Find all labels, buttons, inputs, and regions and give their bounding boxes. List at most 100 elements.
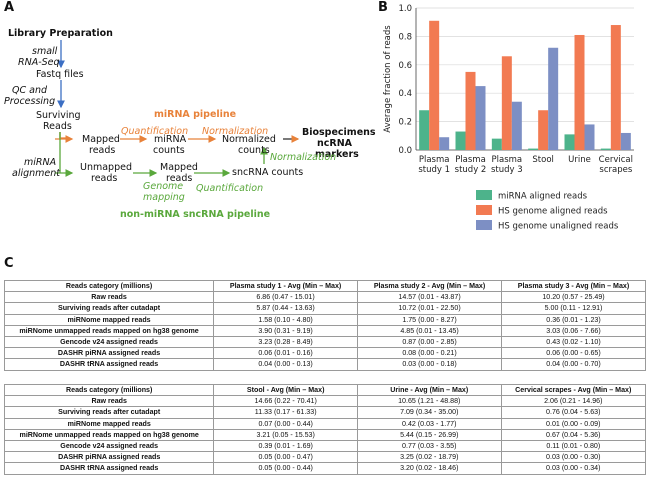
quantification-label: Quantification — [121, 126, 189, 137]
x-tick-label: Cervical — [599, 155, 633, 165]
panel-b-label: B — [378, 0, 388, 15]
row-category-cell: miRNome mapped reads — [3, 417, 215, 430]
value-cell: 3.03 (0.06 - 7.66) — [501, 324, 646, 337]
row-category-cell: miRNome mapped reads — [3, 313, 215, 326]
table-row: miRNome unmapped reads mapped on hg38 ge… — [3, 428, 647, 441]
normalization-label: Normalization — [202, 126, 269, 137]
x-tick-label: Plasma — [492, 155, 523, 165]
legend-swatch — [476, 220, 492, 230]
header-col-2: Urine - Avg (Min – Max) — [356, 383, 502, 397]
genome-label-2: mapping — [143, 192, 185, 203]
value-cell: 1.58 (0.10 - 4.80) — [213, 313, 359, 326]
header-col-1: Plasma study 1 - Avg (Min – Max) — [213, 279, 359, 293]
fastq-node: Fastq files — [36, 69, 84, 80]
legend-label: miRNA aligned reads — [498, 192, 588, 202]
value-cell: 0.03 (0.00 - 0.34) — [500, 462, 647, 475]
row-category-cell: DASHR tRNA assigned reads — [3, 358, 215, 371]
value-cell: 0.05 (0.00 - 0.44) — [213, 462, 358, 475]
value-cell: 2.06 (0.21 - 14.96) — [500, 395, 647, 408]
value-cell: 0.76 (0.04 - 5.63) — [500, 406, 647, 419]
value-cell: 0.04 (0.00 - 0.70) — [501, 358, 646, 371]
table-row: DASHR tRNA assigned reads 0.05 (0.00 - 0.… — [3, 462, 647, 475]
small-label: small — [32, 46, 58, 57]
mapped2-node-1: Mapped — [160, 162, 198, 173]
biospecimens-node-1: Biospecimens — [302, 127, 376, 138]
bar-1-2 — [501, 56, 512, 150]
header-col-3: Cervical scrapes - Avg (Min – Max) — [500, 383, 647, 397]
value-cell: 0.77 (0.03 - 3.55) — [356, 439, 502, 453]
non-mirna-pipeline-title: non-miRNA sncRNA pipeline — [120, 209, 271, 220]
normalized-node-2: counts — [238, 145, 270, 156]
panel-c-label: C — [4, 256, 14, 271]
mirna-align-label-1: miRNA — [24, 157, 57, 168]
bar-2-3 — [548, 47, 559, 151]
bar-1-4 — [574, 34, 585, 151]
value-cell: 5.87 (0.44 - 13.63) — [213, 302, 359, 315]
table-row: DASHR piRNA assigned reads 0.06 (0.01 - 0… — [3, 347, 646, 360]
unmapped-node-1: Unmapped — [80, 162, 132, 173]
header-col-3: Plasma study 3 - Avg (Min – Max) — [501, 279, 646, 293]
x-tick-label: Plasma — [419, 155, 450, 165]
legend-label: HS genome unaligned reads — [498, 222, 619, 232]
value-cell: 7.09 (0.34 - 35.00) — [356, 406, 502, 419]
bar-2-4 — [584, 124, 595, 150]
bar-0-0 — [419, 110, 430, 150]
row-category-cell: Gencode v24 assigned reads — [3, 335, 215, 349]
value-cell: 0.05 (0.00 - 0.47) — [213, 451, 358, 464]
header-col-2: Plasma study 2 - Avg (Min – Max) — [357, 279, 503, 293]
value-cell: 0.67 (0.04 - 5.36) — [500, 428, 647, 441]
bar-2-1 — [475, 86, 486, 150]
surviving-node: Surviving — [36, 110, 81, 121]
value-cell: 0.04 (0.00 - 0.13) — [213, 358, 359, 371]
value-cell: 0.11 (0.01 - 0.80) — [500, 439, 647, 453]
value-cell: 3.21 (0.05 - 15.53) — [213, 428, 358, 441]
y-tick-label: 1.0 — [398, 4, 412, 14]
value-cell: 5.44 (0.15 - 26.99) — [356, 428, 502, 441]
bar-0-3 — [528, 148, 539, 150]
value-cell: 4.85 (0.01 - 13.45) — [357, 324, 503, 337]
value-cell: 0.08 (0.00 - 0.21) — [357, 347, 503, 360]
table-header-row: Reads category (millions) Stool - Avg (M… — [3, 383, 647, 397]
normalization2-label: Normalization — [270, 152, 337, 163]
y-tick-label: 0.0 — [398, 146, 412, 156]
value-cell: 3.20 (0.02 - 18.46) — [356, 462, 502, 475]
mirna-pipeline-title: miRNA pipeline — [154, 109, 237, 120]
row-category-cell: DASHR piRNA assigned reads — [3, 451, 215, 464]
table-row: Gencode v24 assigned reads 3.23 (0.28 - 8… — [3, 335, 646, 349]
bar-1-3 — [538, 110, 549, 150]
row-category-cell: DASHR tRNA assigned reads — [3, 462, 215, 475]
bar-0-5 — [600, 148, 611, 150]
genome-label-1: Genome — [143, 181, 184, 192]
table-row: Raw reads 6.86 (0.47 - 15.01) 14.57 (0.01 … — [3, 291, 646, 304]
table-row: Surviving reads after cutadapt 5.87 (0.44… — [3, 302, 646, 315]
bar-2-0 — [439, 137, 450, 150]
table-row: miRNome mapped reads 0.07 (0.00 - 0.44) 0.… — [3, 417, 647, 430]
value-cell: 0.01 (0.00 - 0.09) — [500, 417, 647, 430]
mirna-counts-node-2: counts — [153, 145, 185, 156]
reads-table-plasma: Reads category (millions) Plasma study 1… — [3, 279, 646, 371]
workflow-arrows — [55, 40, 300, 177]
value-cell: 10.72 (0.01 - 22.50) — [357, 302, 503, 315]
legend-swatch — [476, 205, 492, 215]
x-tick-label: Urine — [568, 155, 591, 165]
legend-label: HS genome aligned reads — [498, 207, 608, 217]
row-category-cell: Gencode v24 assigned reads — [3, 439, 215, 453]
value-cell: 6.86 (0.47 - 15.01) — [213, 291, 359, 304]
y-tick-label: 0.4 — [398, 89, 412, 99]
y-axis-label: Average fraction of reads — [383, 25, 393, 133]
value-cell: 0.36 (0.01 - 1.23) — [501, 313, 646, 326]
bar-2-2 — [511, 101, 522, 150]
table-header-row: Reads category (millions) Plasma study 1… — [3, 279, 646, 293]
bar-chart: 0.0 0.2 0.4 0.6 0.8 1.0 Average fraction of re… — [383, 4, 634, 232]
header-category: Reads category (millions) — [3, 383, 215, 397]
value-cell: 3.23 (0.28 - 8.49) — [213, 335, 359, 349]
value-cell: 10.20 (0.57 - 25.49) — [501, 291, 646, 304]
value-cell: 14.66 (0.22 - 70.41) — [213, 395, 358, 408]
value-cell: 11.33 (0.17 - 61.33) — [213, 406, 358, 419]
value-cell: 0.06 (0.00 - 0.65) — [501, 347, 646, 360]
x-tick-label: Stool — [532, 155, 554, 165]
quantification2-label: Quantification — [196, 183, 264, 194]
table-row: Gencode v24 assigned reads 0.39 (0.01 - 1… — [3, 439, 647, 453]
biospecimens-node-2: ncRNA — [317, 138, 353, 149]
row-category-cell: Surviving reads after cutadapt — [3, 406, 215, 419]
